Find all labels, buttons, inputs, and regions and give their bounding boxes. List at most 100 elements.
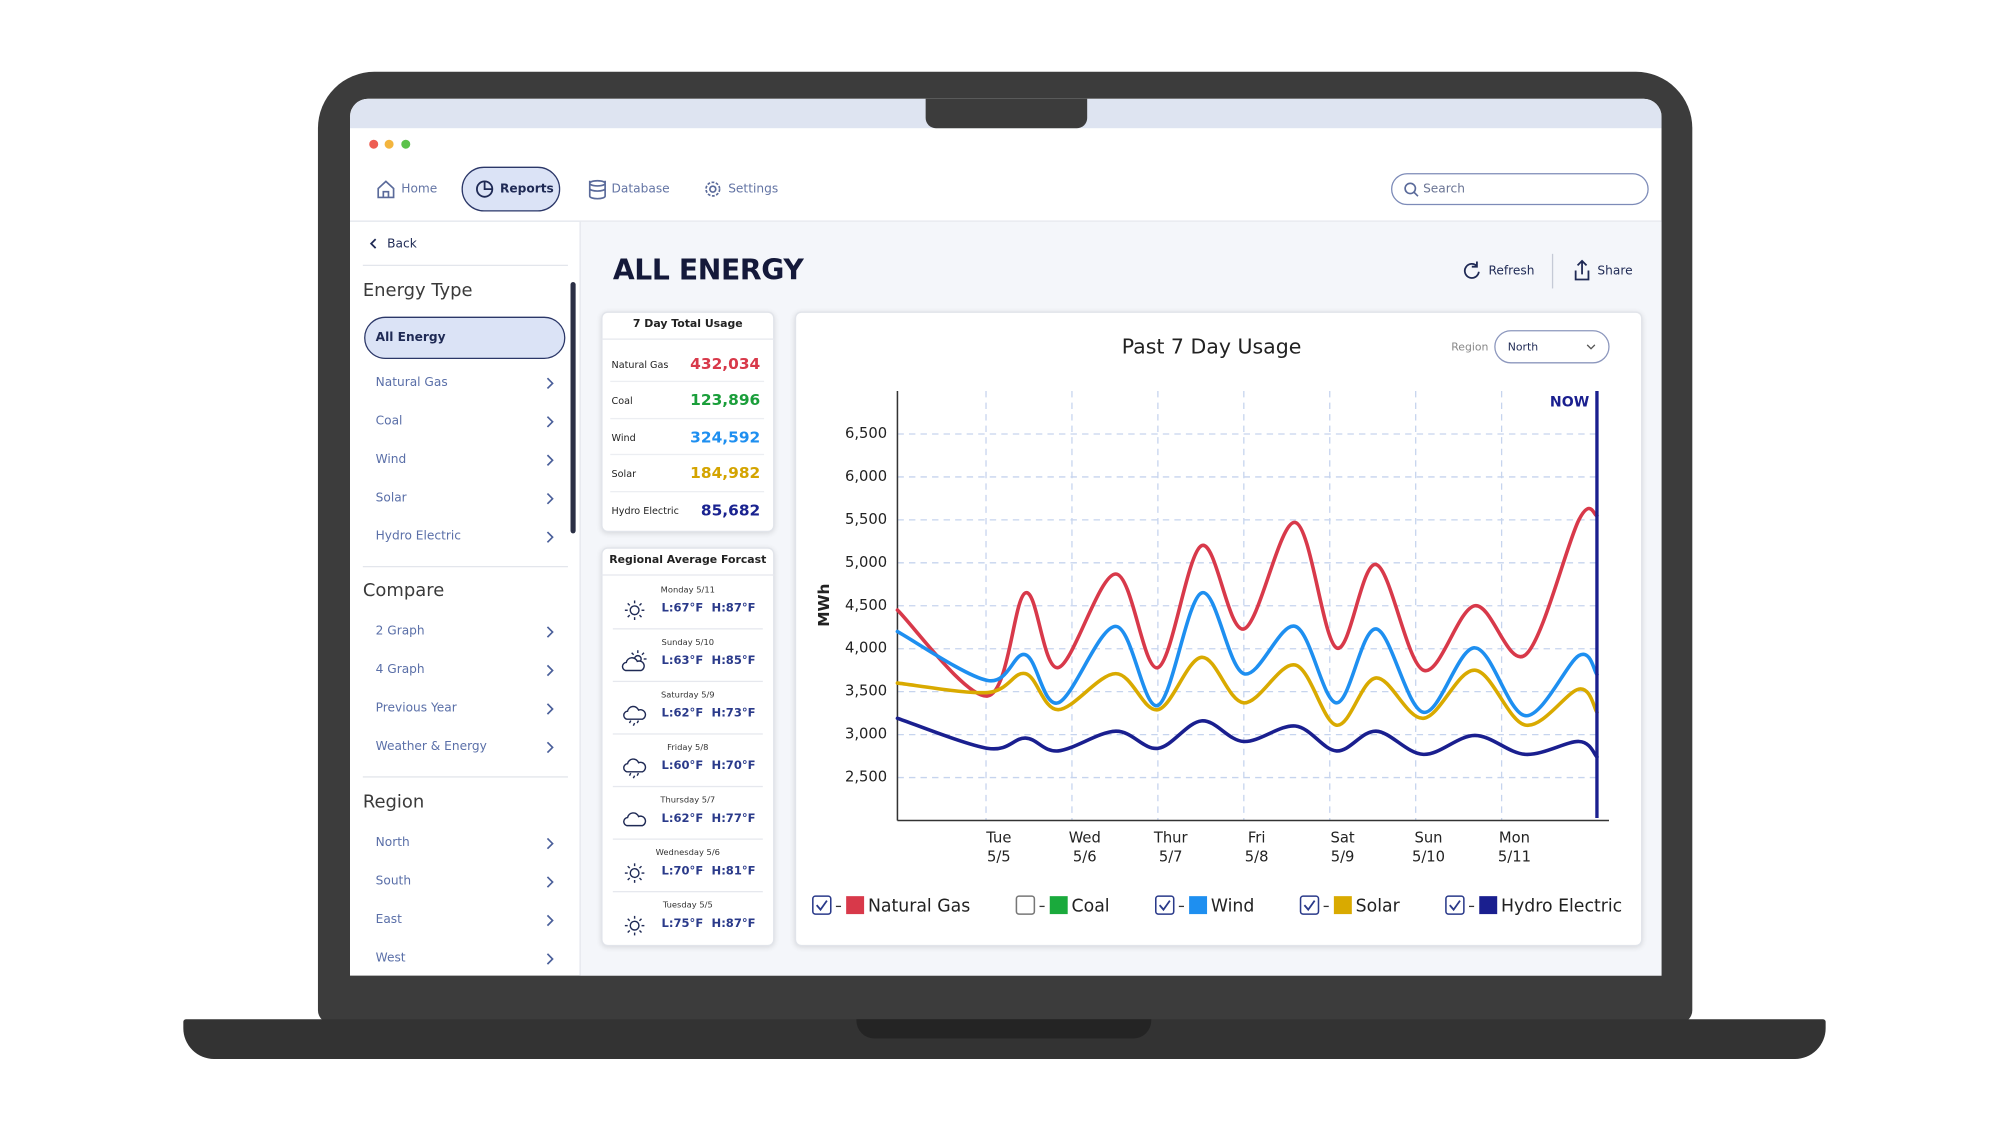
ray — [639, 877, 643, 881]
x-tick-day: Tue — [985, 829, 1011, 846]
legend-swatch — [1479, 896, 1498, 915]
sidebar-item[interactable]: Coal — [375, 414, 403, 429]
sun — [629, 605, 640, 616]
ray — [627, 614, 631, 618]
back-link[interactable]: Back — [387, 237, 417, 252]
sidebar-item[interactable]: South — [375, 874, 412, 889]
sidebar-item[interactable]: West — [375, 951, 406, 966]
y-tick-label: 4,500 — [845, 597, 887, 614]
sidebar-item[interactable]: 2 Graph — [375, 624, 425, 639]
chevron — [546, 876, 554, 888]
forecast-high: H:87°F — [711, 917, 756, 931]
legend-label: Wind — [1211, 896, 1254, 916]
legend-checkbox[interactable] — [1299, 895, 1320, 915]
series-line — [895, 655, 1599, 727]
chevron — [546, 377, 554, 390]
sidebar-item[interactable]: 4 Graph — [375, 662, 425, 677]
total-label: Hydro Electric — [611, 504, 679, 517]
total-value: 432,034 — [690, 354, 761, 373]
legend-swatch — [1189, 896, 1208, 915]
x-tick-day: Sun — [1414, 829, 1442, 846]
chevron — [546, 914, 554, 927]
chevron — [546, 416, 554, 428]
reports-pill[interactable] — [461, 166, 561, 212]
sidebar-border — [579, 221, 581, 976]
y-tick-label: 6,000 — [845, 468, 887, 485]
ray — [627, 877, 631, 881]
sidebar-item[interactable]: Hydro Electric — [375, 529, 461, 544]
sidebar-item[interactable]: North — [375, 835, 410, 850]
totals-card — [601, 311, 775, 533]
chevron — [546, 953, 554, 965]
sidebar-item[interactable]: Natural Gas — [375, 375, 448, 390]
sidebar-item[interactable]: All Energy — [375, 330, 446, 345]
chevron — [546, 664, 554, 677]
legend-label: Coal — [1072, 896, 1110, 916]
region-label: Region — [1451, 340, 1488, 353]
y-tick-label: 5,500 — [845, 511, 887, 528]
legend-label: Hydro Electric — [1501, 896, 1622, 916]
page-title: ALL ENERGY — [612, 255, 804, 288]
y-tick-label: 5,000 — [845, 554, 887, 571]
chevron — [546, 741, 554, 754]
forecast-row-divider — [612, 733, 763, 735]
forecast-date: Wednesday 5/6 — [655, 847, 720, 858]
action-share[interactable]: Share — [1597, 264, 1633, 279]
total-label: Wind — [611, 431, 636, 443]
forecast-date: Tuesday 5/5 — [662, 899, 713, 911]
legend-swatch — [1049, 896, 1068, 915]
legend-checkbox[interactable] — [812, 895, 832, 915]
forecast-low: L:75°F — [661, 917, 704, 931]
active-item[interactable] — [364, 316, 566, 359]
forecast-date: Thursday 5/7 — [660, 794, 716, 806]
legend-swatch — [846, 896, 865, 915]
x-tick-date: 5/8 — [1245, 849, 1269, 866]
nav-item[interactable]: Home — [401, 182, 438, 197]
nav-item[interactable]: Settings — [728, 182, 779, 197]
forecast-card — [601, 547, 775, 947]
totals-divider — [601, 338, 775, 340]
forecast-high: H:85°F — [711, 655, 756, 668]
forecast-date: Saturday 5/9 — [660, 689, 715, 700]
cloud — [621, 657, 645, 672]
weather-icon-rain — [623, 705, 647, 726]
sun — [629, 920, 640, 931]
total-value: 324,592 — [690, 427, 761, 446]
weather-icon-rain — [623, 758, 647, 779]
cloud — [623, 758, 647, 773]
search-placeholder[interactable]: Search — [1423, 182, 1465, 197]
sidebar-item[interactable]: East — [375, 912, 402, 927]
weather-icon-sun — [624, 915, 645, 936]
legend-label: Solar — [1356, 896, 1401, 916]
legend-label: Natural Gas — [868, 896, 970, 916]
legend-checkbox[interactable] — [1445, 895, 1465, 915]
sidebar-item[interactable]: Weather & Energy — [375, 739, 487, 754]
base-notch — [856, 1019, 1152, 1039]
forecast-low: L:70°F — [661, 865, 704, 879]
forecast-high: H:87°F — [711, 602, 756, 616]
ray — [631, 652, 635, 656]
x-tick-day: Wed — [1069, 829, 1101, 846]
legend-checkbox[interactable] — [1015, 895, 1036, 915]
action-refresh[interactable]: Refresh — [1488, 264, 1535, 279]
dot-yellow — [384, 139, 394, 149]
drop — [636, 772, 640, 776]
chart-title: Past 7 Day Usage — [1122, 334, 1302, 358]
y-tick-label: 3,000 — [845, 726, 887, 743]
scrollbar[interactable] — [570, 282, 576, 534]
legend-checkbox[interactable] — [1155, 895, 1175, 915]
legend-swatch — [1333, 896, 1352, 915]
sidebar-item[interactable]: Solar — [375, 491, 407, 506]
region-dropdown[interactable] — [1494, 330, 1610, 364]
sidebar-item[interactable]: Wind — [375, 452, 407, 467]
nav-item[interactable]: Reports — [499, 182, 554, 197]
weather-icon-sun — [624, 863, 645, 883]
sidebar-item[interactable]: Previous Year — [375, 701, 457, 716]
ray — [627, 602, 631, 606]
weather-icon-sun-cloud — [621, 650, 647, 672]
total-label: Coal — [611, 394, 633, 407]
ray — [627, 918, 631, 922]
search-box[interactable] — [1391, 173, 1649, 206]
nav-item[interactable]: Database — [611, 182, 670, 197]
